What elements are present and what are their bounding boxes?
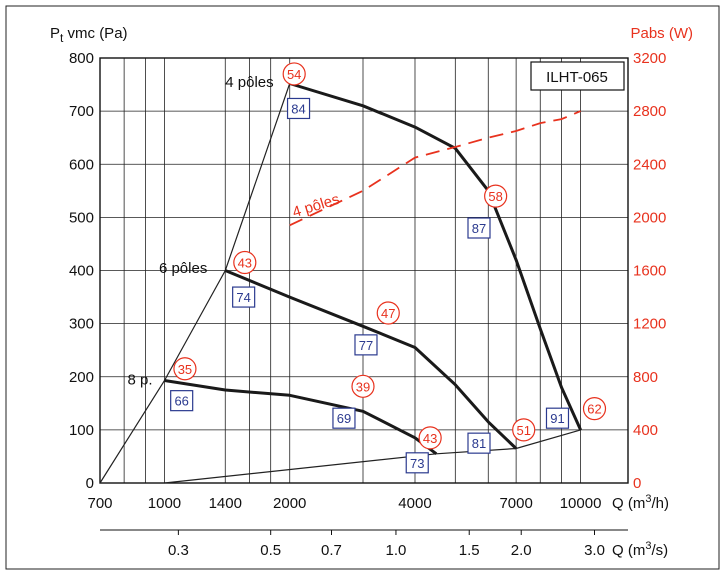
- efficiency-box: [232, 286, 256, 308]
- curve-label: 6 pôles: [159, 260, 207, 277]
- x-bottom-tick-label: 10000: [560, 495, 602, 512]
- y-left-tick-label: 400: [69, 263, 94, 280]
- y-right-axis-label: Pabs (W): [630, 25, 693, 42]
- efficiency-circle: [233, 250, 257, 275]
- system-curve-line: [99, 83, 291, 484]
- x-bottom-tick-label: 4000: [398, 495, 431, 512]
- y-left-tick-label: 100: [69, 422, 94, 439]
- x-bottom-tick-label: 2000: [273, 495, 306, 512]
- y-right-tick-label: 800: [633, 369, 658, 386]
- efficiency-circle: [484, 184, 508, 208]
- x-flow-s-tick-label: 2.0: [511, 542, 532, 559]
- efficiency-circle-label: 35: [178, 362, 192, 377]
- x-bottom-tick-label: 1000: [148, 495, 181, 512]
- efficiency-circle-label: 47: [381, 306, 395, 321]
- y-left-tick-label: 800: [69, 50, 94, 67]
- efficiency-box: [467, 432, 491, 454]
- efficiency-box: [354, 334, 378, 356]
- x-flow-s-tick-label: 0.3: [168, 542, 189, 559]
- y-left-axis-label: Pt vmc (Pa): [50, 25, 128, 45]
- model-box: [530, 61, 625, 91]
- efficiency-circle-label: 58: [488, 189, 502, 204]
- pressure-curve-8p: [164, 379, 438, 455]
- y-right-tick-label: 2800: [633, 103, 666, 120]
- efficiency-circle: [512, 418, 536, 442]
- efficiency-box: [332, 407, 356, 429]
- y-right-tick-label: 1200: [633, 316, 666, 333]
- y-left-tick-label: 0: [86, 475, 94, 492]
- efficiency-box: [467, 217, 491, 239]
- x-flow-s-tick-label: 1.0: [386, 542, 407, 559]
- efficiency-box-label: 91: [550, 411, 564, 426]
- efficiency-box-label: 84: [291, 101, 305, 116]
- efficiency-circle-label: 51: [516, 423, 530, 438]
- efficiency-circle-label: 39: [356, 379, 370, 394]
- pressure-curve-6ples: [224, 269, 518, 450]
- y-right-tick-label: 1600: [633, 263, 666, 280]
- efficiency-circle: [282, 62, 306, 86]
- efficiency-circle: [351, 374, 375, 398]
- y-right-tick-label: 400: [633, 422, 658, 439]
- efficiency-circle-label: 43: [423, 431, 437, 446]
- efficiency-box: [170, 390, 194, 412]
- x-bottom-tick-label: 7000: [499, 495, 532, 512]
- plot-frame: [99, 57, 629, 484]
- y-right-tick-label: 2000: [633, 209, 666, 226]
- y-right-tick-label: 0: [633, 475, 641, 492]
- efficiency-circle-label: 54: [287, 67, 301, 82]
- power-curve-4-poles: [289, 110, 581, 227]
- x-flow-s-tick-label: 0.5: [260, 542, 281, 559]
- efficiency-box-label: 87: [472, 221, 486, 236]
- efficiency-circle-label: 62: [587, 402, 601, 417]
- y-left-tick-label: 300: [69, 316, 94, 333]
- x-flow-s-axis-label: Q (m3/s): [612, 540, 668, 559]
- efficiency-box: [545, 407, 570, 429]
- pressure-curve-4ples: [289, 82, 582, 431]
- y-left-tick-label: 200: [69, 369, 94, 386]
- efficiency-box-label: 77: [359, 338, 373, 353]
- efficiency-box-label: 74: [236, 290, 250, 305]
- power-curve-label: 4 pôles: [290, 191, 341, 221]
- efficiency-box-label: 69: [337, 411, 351, 426]
- efficiency-box-label: 66: [174, 394, 188, 409]
- efficiency-box: [286, 97, 311, 120]
- model-label: ILHT-065: [546, 69, 608, 86]
- y-right-tick-label: 3200: [633, 50, 666, 67]
- efficiency-box-label: 81: [472, 436, 486, 451]
- outer-frame: [5, 5, 720, 570]
- y-left-tick-label: 500: [69, 209, 94, 226]
- efficiency-circle: [418, 426, 442, 450]
- efficiency-circle: [376, 301, 400, 325]
- efficiency-circle: [173, 357, 197, 381]
- y-left-tick-label: 600: [69, 156, 94, 173]
- x-bottom-axis-label: Q (m3/h): [612, 493, 669, 512]
- efficiency-box: [405, 452, 429, 474]
- curve-label: 4 pôles: [225, 74, 273, 91]
- x-bottom-tick-label: 1400: [209, 495, 242, 512]
- x-bottom-tick-label: 700: [87, 495, 112, 512]
- x-flow-s-tick-label: 1.5: [459, 542, 480, 559]
- efficiency-circle-label: 43: [238, 256, 252, 271]
- y-right-tick-label: 2400: [633, 156, 666, 173]
- x-flow-s-tick-label: 0.7: [321, 542, 342, 559]
- x-flow-s-tick-label: 3.0: [584, 542, 605, 559]
- efficiency-box-label: 73: [410, 456, 424, 471]
- curve-label: 8 p.: [127, 371, 152, 388]
- y-left-tick-label: 700: [69, 103, 94, 120]
- efficiency-circle: [582, 397, 607, 421]
